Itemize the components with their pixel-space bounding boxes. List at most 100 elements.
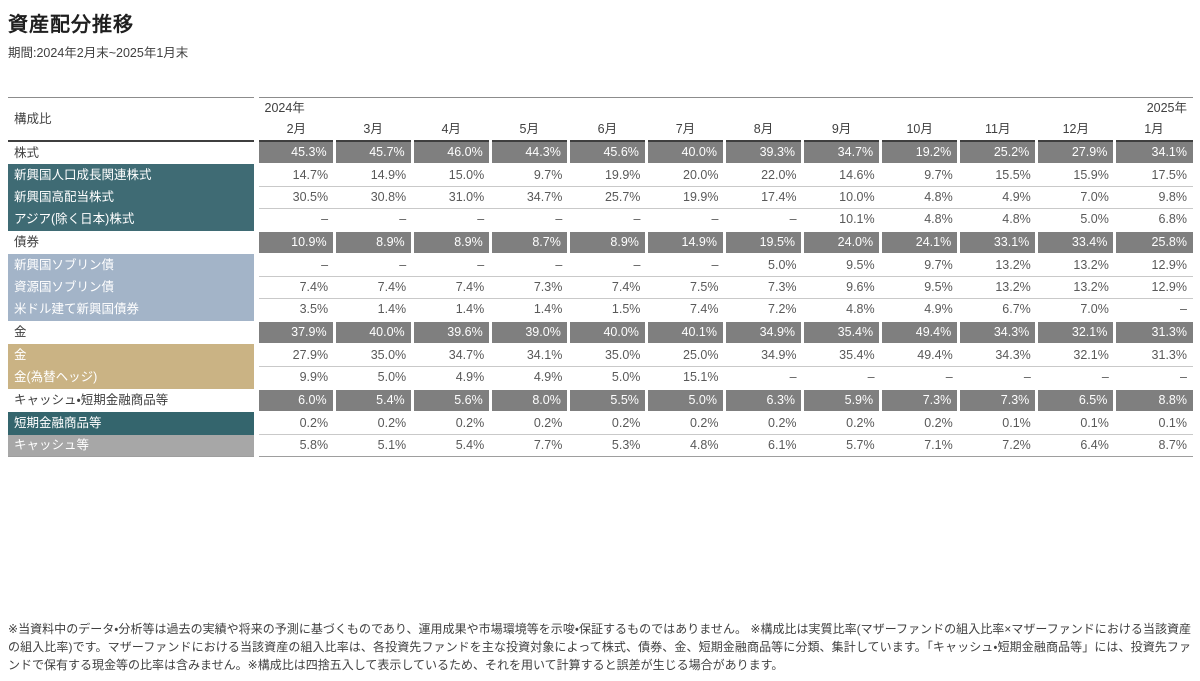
- value-cell: 49.4%: [880, 344, 959, 367]
- value-cell: 9.5%: [880, 276, 959, 299]
- value-cell: 0.2%: [802, 412, 881, 435]
- value-cell: 30.5%: [256, 186, 335, 209]
- table-row: 金(為替ヘッジ) 9.9% 5.0% 4.9% 4.9% 5.0% 15.1% – – – – – –: [8, 366, 1193, 390]
- value-cell: 32.1%: [1036, 344, 1115, 367]
- value-cell: 4.9%: [958, 186, 1037, 209]
- value-cell: 7.4%: [256, 276, 335, 299]
- value-cell: 5.0%: [568, 366, 647, 390]
- value-cell: 5.3%: [568, 434, 647, 457]
- value-cell: 13.2%: [1036, 276, 1115, 299]
- table-row: 株式 45.3% 45.7% 46.0% 44.3% 45.6% 40.0% 39.3% 34.…: [8, 140, 1193, 165]
- value-cell: 24.1%: [879, 230, 959, 255]
- value-cell: 25.2%: [957, 140, 1037, 165]
- value-cell: 3.5%: [256, 298, 335, 322]
- table-row: キャッシュ・短期金融商品等 6.0% 5.4% 5.6% 8.0% 5.5% 5.0% 6.3…: [8, 388, 1193, 413]
- year-start-label: 2024年: [264, 101, 305, 115]
- value-cell: 45.6%: [566, 140, 647, 165]
- row-label: アジア(除く日本)株式: [8, 208, 259, 231]
- month-header-row: 2月 3月 4月 5月 6月 7月 8月 9月 10月 11月 12月 1月: [8, 119, 1193, 142]
- month-header-label: 7月: [646, 119, 725, 142]
- value-cell: 7.4%: [568, 276, 647, 299]
- value-cell: 10.9%: [254, 230, 335, 255]
- value-cell: –: [334, 208, 413, 232]
- month-header-label: 6月: [568, 119, 647, 142]
- value-cell: 37.9%: [254, 320, 335, 345]
- value-cell: 15.1%: [646, 366, 725, 390]
- value-cell: –: [412, 254, 491, 277]
- value-cell: 30.8%: [334, 186, 413, 209]
- value-cell: 6.4%: [1036, 434, 1115, 457]
- month-header-label: 1月: [1114, 119, 1193, 142]
- value-cell: 14.7%: [256, 164, 335, 187]
- value-cell: 0.2%: [724, 412, 803, 435]
- value-cell: 12.9%: [1114, 254, 1193, 277]
- value-cell: 8.7%: [1114, 434, 1193, 457]
- value-cell: 15.9%: [1036, 164, 1115, 187]
- row-label: 株式: [8, 141, 259, 164]
- value-cell: 39.6%: [410, 320, 491, 345]
- table-row: 新興国人口成長関連株式 14.7% 14.9% 15.0% 9.7% 19.9% 20.0%…: [8, 164, 1193, 187]
- value-cell: 7.0%: [1036, 186, 1115, 209]
- value-cell: –: [646, 254, 725, 277]
- value-cell: 25.8%: [1113, 230, 1193, 255]
- table-row: 金 27.9% 35.0% 34.7% 34.1% 35.0% 25.0% 34.9% 35.4…: [8, 344, 1193, 367]
- value-cell: –: [958, 366, 1037, 390]
- value-cell: 6.1%: [724, 434, 803, 457]
- value-cell: 32.1%: [1035, 320, 1115, 345]
- value-cell: –: [724, 208, 803, 232]
- value-cell: –: [724, 366, 803, 390]
- value-cell: 19.5%: [722, 230, 803, 255]
- value-cell: 0.2%: [412, 412, 491, 435]
- table-row: 短期金融商品等 0.2% 0.2% 0.2% 0.2% 0.2% 0.2% 0.2% 0.2% 0…: [8, 412, 1193, 435]
- value-cell: 1.4%: [334, 298, 413, 322]
- value-cell: 7.3%: [957, 388, 1037, 413]
- month-header-label: 10月: [880, 119, 959, 142]
- value-cell: –: [412, 208, 491, 232]
- value-cell: 5.9%: [801, 388, 881, 413]
- value-cell: 0.2%: [646, 412, 725, 435]
- year-end-label: 2025年: [1146, 101, 1187, 115]
- value-cell: 8.9%: [332, 230, 413, 255]
- value-cell: 45.7%: [332, 140, 413, 165]
- table-row: 金 37.9% 40.0% 39.6% 39.0% 40.0% 40.1% 34.9% 35.4…: [8, 320, 1193, 345]
- value-cell: 8.8%: [1113, 388, 1193, 413]
- value-cell: 40.1%: [644, 320, 725, 345]
- value-cell: –: [1036, 366, 1115, 390]
- value-cell: 6.0%: [254, 388, 335, 413]
- value-cell: 9.9%: [256, 366, 335, 390]
- year-header-cell: 2024年 2025年: [256, 97, 1193, 119]
- value-cell: 1.5%: [568, 298, 647, 322]
- row-label: 新興国ソブリン債: [8, 254, 259, 277]
- value-cell: 6.8%: [1114, 208, 1193, 232]
- value-cell: 7.5%: [646, 276, 725, 299]
- value-cell: 0.2%: [256, 412, 335, 435]
- value-cell: 0.2%: [568, 412, 647, 435]
- row-label: 新興国人口成長関連株式: [8, 164, 259, 187]
- value-cell: 10.1%: [802, 208, 881, 232]
- value-cell: 34.9%: [724, 344, 803, 367]
- row-label: 米ドル建て新興国債券: [8, 298, 259, 321]
- value-cell: 10.0%: [802, 186, 881, 209]
- value-cell: 49.4%: [879, 320, 959, 345]
- value-cell: 39.0%: [488, 320, 569, 345]
- value-cell: 19.2%: [879, 140, 959, 165]
- row-label: キャッシュ・短期金融商品等: [8, 389, 259, 412]
- row-label: 短期金融商品等: [8, 412, 259, 435]
- value-cell: 19.9%: [568, 164, 647, 187]
- row-label: キャッシュ等: [8, 434, 259, 457]
- value-cell: –: [646, 208, 725, 232]
- value-cell: 4.8%: [880, 208, 959, 232]
- value-cell: 9.6%: [802, 276, 881, 299]
- value-cell: 35.0%: [568, 344, 647, 367]
- value-cell: 31.3%: [1114, 344, 1193, 367]
- value-cell: 9.7%: [880, 164, 959, 187]
- value-cell: 39.3%: [722, 140, 803, 165]
- table-row: 新興国ソブリン債 – – – – – –5.0% 9.5% 9.7% 13.2% 13.2% 12.9…: [8, 254, 1193, 277]
- value-cell: –: [568, 254, 647, 277]
- value-cell: 14.9%: [334, 164, 413, 187]
- value-cell: 27.9%: [1035, 140, 1115, 165]
- value-cell: 0.1%: [1036, 412, 1115, 435]
- value-cell: 0.1%: [958, 412, 1037, 435]
- value-cell: 34.7%: [490, 186, 569, 209]
- value-cell: 31.3%: [1113, 320, 1193, 345]
